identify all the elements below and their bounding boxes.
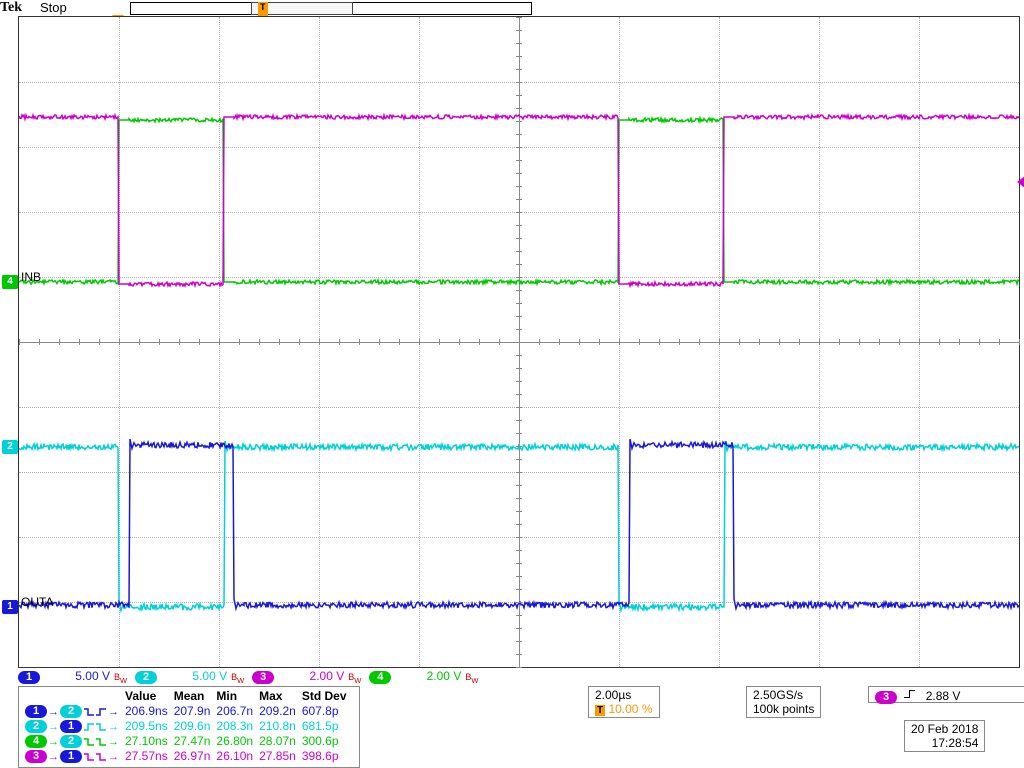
channel-scale-1: 15.00 VBW [18,669,135,685]
record-trigger-marker [258,2,268,16]
channel-scale-row: 15.00 VBW25.00 VBW32.00 VBW42.00 VBW [18,670,1022,684]
channel-scale-3: 32.00 VBW [252,669,369,685]
waveform-plot: 1OUTA234INB [18,16,1020,668]
timebase-perdiv: 2.00µs [595,688,653,702]
measurements-table: ValueMeanMinMaxStd Dev1→2→206.9ns207.9n2… [25,689,353,763]
waveform-inb_green [19,118,1019,284]
trace-label: INB [21,270,41,284]
channel-scale-4: 42.00 VBW [369,669,486,685]
waveform-magenta [19,115,1019,286]
channel-ref-2: 2 [2,440,18,454]
rising-edge-icon [904,688,916,700]
run-state: Stop [40,0,67,15]
trigger-level: 2.88 V [926,689,961,703]
channel-ref-1: 1 [2,600,18,614]
trace-label: OUTA [21,595,53,609]
channel-ref-4: 4 [2,275,18,289]
delay-T-icon: T [595,705,605,716]
trigger-level-arrow-icon [1017,176,1024,188]
channel-scale-2: 25.00 VBW [135,669,252,685]
sample-rate: 2.50GS/s [753,688,814,702]
acquisition-box: 2.50GS/s 100k points [746,686,821,718]
record-length: 100k points [753,702,814,716]
date: 20 Feb 2018 [911,722,978,736]
record-view [130,2,532,15]
timebase-delay: 10.00 % [608,702,652,716]
datetime-box: 20 Feb 2018 17:28:54 [904,720,985,752]
trigger-box: 3 2.88 V [868,686,1024,703]
trigger-source-badge: 3 [875,691,897,704]
timebase-box: 2.00µs T 10.00 % [588,686,660,718]
waveform-cyan [19,441,1019,611]
brand-logo: Tek [0,0,22,16]
measurements-panel: ValueMeanMinMaxStd Dev1→2→206.9ns207.9n2… [18,686,360,768]
time: 17:28:54 [911,736,978,750]
